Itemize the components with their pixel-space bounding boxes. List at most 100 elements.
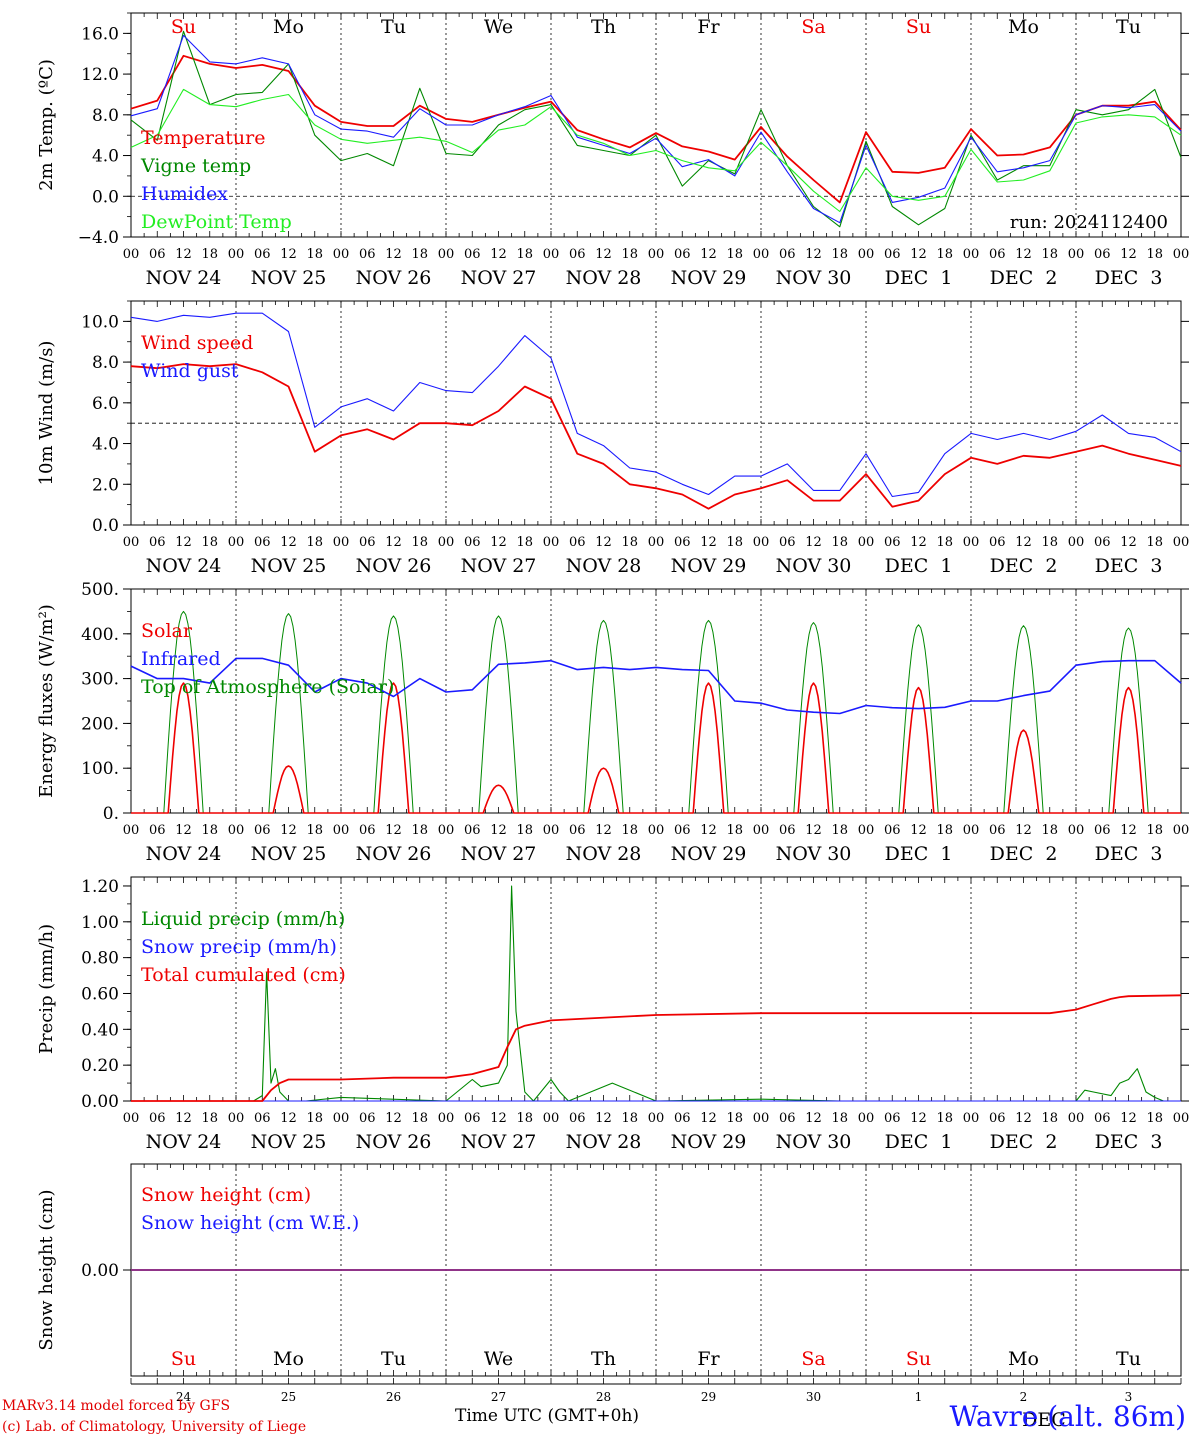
panel-snow: 0.00 Snow height (cm) Snow height (cm) Snow… xyxy=(36,1163,1189,1377)
solar-line xyxy=(551,767,656,814)
hour-label: 12 xyxy=(910,247,927,262)
bottom-day-number: 2 xyxy=(1020,1390,1028,1404)
day-label: NOV 24 xyxy=(146,1131,222,1153)
panel-wind: 10.0 8.0 6.0 4.0 2.0 0.0 10m Wind (m/s) Wind sp… xyxy=(36,300,1189,577)
hour-label: 12 xyxy=(175,823,192,838)
weekday-label-bottom: Th xyxy=(591,1348,616,1370)
x-axis-title: Time UTC (GMT+0h) xyxy=(455,1406,640,1426)
hour-label: 00 xyxy=(648,823,665,838)
y-tick-label: 1.00 xyxy=(81,913,119,933)
hour-label: 06 xyxy=(149,1111,166,1126)
hour-label: 00 xyxy=(1068,823,1085,838)
hour-label: 12 xyxy=(280,535,297,550)
y-axis-label: 10m Wind (m/s) xyxy=(36,341,57,486)
hour-label: 12 xyxy=(1015,823,1032,838)
day-label: DEC 1 xyxy=(885,843,953,865)
y-axis-label: 2m Temp. (ºC) xyxy=(36,59,57,191)
day-label: DEC 3 xyxy=(1095,1131,1163,1153)
hour-label: 18 xyxy=(306,247,323,262)
hour-label: 18 xyxy=(306,535,323,550)
hour-label: 00 xyxy=(333,535,350,550)
bottom-day-number: 27 xyxy=(491,1390,506,1404)
day-label: DEC 2 xyxy=(990,267,1058,289)
day-label: NOV 28 xyxy=(566,555,642,577)
hour-label: 06 xyxy=(464,247,481,262)
weekday-label-top: We xyxy=(484,16,513,38)
hour-label: 06 xyxy=(464,535,481,550)
hour-label: 00 xyxy=(543,535,560,550)
hour-label: 00 xyxy=(543,823,560,838)
y-tick-label: 200. xyxy=(81,714,119,734)
hour-label: 00 xyxy=(1068,535,1085,550)
hour-label: 06 xyxy=(359,247,376,262)
hour-label: 18 xyxy=(411,535,428,550)
bottom-day-number: 28 xyxy=(596,1390,611,1404)
hour-label: 06 xyxy=(1094,535,1111,550)
bottom-day-number: 25 xyxy=(281,1390,296,1404)
y-tick-label: 0.80 xyxy=(81,949,119,969)
hour-label: 12 xyxy=(385,823,402,838)
y-tick-label: 8.0 xyxy=(92,353,119,373)
hour-label: 06 xyxy=(989,823,1006,838)
hour-label: 18 xyxy=(516,535,533,550)
legend-entry: Liquid precip (mm/h) xyxy=(141,908,345,930)
day-label: NOV 26 xyxy=(356,267,432,289)
hour-label: 12 xyxy=(910,1111,927,1126)
weekday-label-top: Fr xyxy=(697,16,720,38)
hour-label: 00 xyxy=(963,1111,980,1126)
month-break-label: DEC xyxy=(1022,1409,1066,1431)
run-annotation: run: 2024112400 xyxy=(1010,212,1168,233)
hour-label: 12 xyxy=(175,535,192,550)
toa-solar-line xyxy=(656,619,761,814)
hour-label: 06 xyxy=(674,247,691,262)
hour-label: 06 xyxy=(884,823,901,838)
hour-label: 12 xyxy=(175,247,192,262)
hour-label: 12 xyxy=(910,535,927,550)
hour-label: 00 xyxy=(438,823,455,838)
hour-label: 00 xyxy=(333,247,350,262)
y-tick-label: 4.0 xyxy=(92,147,119,167)
day-label: NOV 28 xyxy=(566,843,642,865)
day-label: DEC 3 xyxy=(1095,843,1163,865)
hour-label: 18 xyxy=(936,535,953,550)
panel-temperature: 16.0 12.0 8.0 4.0 0.0 −4.0 2m Temp. (ºC) Temper… xyxy=(36,12,1189,289)
y-tick-label: 500. xyxy=(81,580,119,600)
hour-label: 18 xyxy=(621,535,638,550)
day-label: NOV 25 xyxy=(251,843,327,865)
day-label: DEC 1 xyxy=(885,1131,953,1153)
hour-label: 12 xyxy=(805,1111,822,1126)
bottom-day-number: 24 xyxy=(176,1390,192,1404)
day-label: NOV 26 xyxy=(356,555,432,577)
hour-label: 06 xyxy=(779,823,796,838)
hour-label: 00 xyxy=(1068,1111,1085,1126)
solar-line xyxy=(866,686,971,814)
hour-label: 18 xyxy=(726,823,743,838)
day-label: NOV 27 xyxy=(461,555,537,577)
y-tick-label: 0. xyxy=(103,804,119,824)
solar-line xyxy=(446,784,551,814)
solar-line xyxy=(656,682,761,814)
hour-label: 12 xyxy=(385,247,402,262)
bottom-day-number: 3 xyxy=(1125,1390,1133,1404)
day-label: NOV 29 xyxy=(671,843,747,865)
series-line-1 xyxy=(130,30,1182,228)
hour-label: 00 xyxy=(438,247,455,262)
weekday-label-bottom: Mo xyxy=(1008,1348,1039,1370)
y-tick-label: 100. xyxy=(81,759,119,779)
hour-label: 00 xyxy=(753,823,770,838)
day-label: NOV 30 xyxy=(776,267,852,289)
weekday-label-top: Tu xyxy=(1116,16,1141,38)
toa-solar-line xyxy=(341,615,446,814)
hour-label: 12 xyxy=(1120,535,1137,550)
hour-label: 12 xyxy=(280,1111,297,1126)
hour-label: 12 xyxy=(805,823,822,838)
hour-label: 18 xyxy=(201,1111,218,1126)
y-axis-label: Precip (mm/h) xyxy=(36,924,57,1054)
hour-label: 00 xyxy=(228,823,245,838)
day-label: NOV 24 xyxy=(146,267,222,289)
hour-label: 06 xyxy=(1094,823,1111,838)
day-label: NOV 25 xyxy=(251,267,327,289)
hour-label: 06 xyxy=(149,247,166,262)
y-tick-label: 1.20 xyxy=(81,877,119,897)
day-label: NOV 25 xyxy=(251,1131,327,1153)
